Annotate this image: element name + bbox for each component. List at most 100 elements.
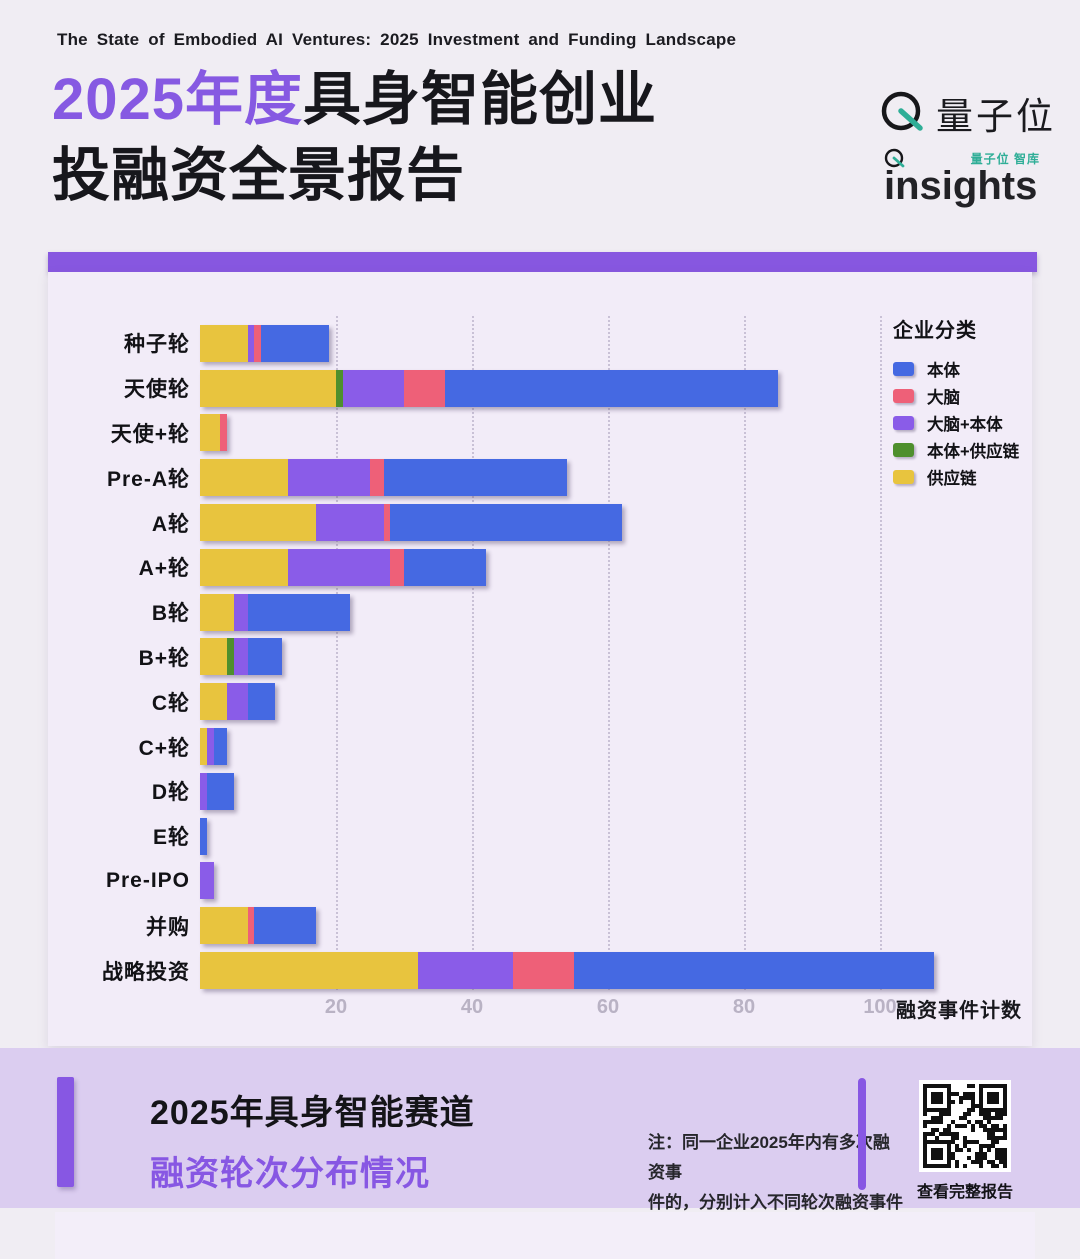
category-label: B轮 — [151, 602, 190, 626]
category-label: Pre-IPO — [105, 868, 190, 892]
bar-segment — [336, 369, 343, 407]
bar-segment — [342, 369, 404, 407]
bar-track — [200, 728, 228, 766]
subtitle-en: The State of Embodied AI Ventures: 2025 … — [57, 30, 737, 49]
category-label: 并购 — [146, 915, 190, 939]
bar-segment — [390, 548, 404, 586]
bar-segment — [444, 369, 778, 407]
legend-chip — [893, 361, 914, 376]
bar-segment — [200, 907, 248, 945]
gridline — [744, 316, 746, 990]
bar-track — [200, 504, 622, 542]
chart-row: 天使轮 — [48, 366, 1032, 411]
legend-title: 企业分类 — [893, 320, 977, 342]
bar-segment — [288, 459, 370, 497]
category-label: Pre-A轮 — [106, 467, 190, 491]
bar-segment — [227, 683, 248, 721]
bar-segment — [200, 414, 221, 452]
chart-row: D轮 — [48, 769, 1032, 814]
divider-bar — [48, 252, 1037, 272]
bar-segment — [369, 459, 384, 497]
bar-track — [200, 324, 330, 362]
gridline — [472, 316, 474, 990]
chart-row: 天使+轮 — [48, 411, 1032, 456]
bar-segment — [315, 504, 384, 542]
legend: 企业分类 本体 大脑 大脑+本体 本体+供应链 供应链 — [893, 314, 1043, 490]
bar-track — [200, 593, 350, 631]
chart-row: A+轮 — [48, 545, 1032, 590]
insights-wordmark: insights — [884, 164, 1038, 208]
bar-segment — [206, 772, 234, 810]
x-axis-title: 融资事件计数 — [896, 1000, 1022, 1022]
bar-track — [200, 862, 214, 900]
insights-logo: 量子位 智库 insights — [884, 148, 1040, 209]
footer-subtitle: 融资轮次分布情况 — [150, 1155, 430, 1193]
bar-track — [200, 952, 935, 990]
bar-segment — [200, 772, 207, 810]
bar-segment — [512, 952, 574, 990]
category-label: A+轮 — [138, 557, 190, 581]
chart-panel: 种子轮 天使轮 天使+轮 Pre-A轮 A轮 A+轮 B轮 B+轮 C轮 C+轮 D轮 E轮 Pre-I… — [48, 272, 1032, 1046]
bar-segment — [200, 638, 228, 676]
q-icon — [881, 91, 923, 131]
page-title: 2025年度具身智能创业 投融资全景报告 — [52, 62, 657, 214]
bar-track — [200, 638, 282, 676]
category-label: A轮 — [151, 512, 190, 536]
bar-segment — [247, 683, 275, 721]
chart-row: 并购 — [48, 903, 1032, 948]
footer-title: 2025年具身智能赛道 — [150, 1094, 475, 1132]
title-rest: 具身智能创业 — [303, 67, 658, 132]
x-tick-label: 100 — [863, 996, 897, 1018]
bar-segment — [254, 324, 262, 362]
bar-segment — [220, 414, 228, 452]
footer-strip — [0, 1048, 1080, 1208]
bar-track — [200, 683, 275, 721]
bar-segment — [247, 593, 350, 631]
chart-row: 战略投资 — [48, 948, 1032, 993]
chart-row: C轮 — [48, 679, 1032, 724]
bar-segment — [200, 593, 234, 631]
bar-segment — [200, 817, 207, 855]
chart-row: Pre-A轮 — [48, 455, 1032, 500]
category-label: C+轮 — [138, 736, 190, 760]
title-highlight: 2025年度 — [52, 67, 304, 132]
category-label: D轮 — [151, 781, 190, 805]
gridline — [336, 316, 338, 990]
legend-item: 本体+供应链 — [893, 436, 1043, 463]
bar-segment — [390, 504, 622, 542]
legend-chip — [893, 442, 914, 457]
legend-items: 本体 大脑 大脑+本体 本体+供应链 供应链 — [893, 355, 1043, 490]
footer-accent-bar — [57, 1077, 74, 1187]
legend-item: 大脑 — [893, 382, 1043, 409]
bar-segment — [247, 907, 255, 945]
bar-segment — [417, 952, 513, 990]
bar-segment — [234, 593, 248, 631]
bar-segment — [227, 638, 234, 676]
legend-chip — [893, 388, 914, 403]
chart-row: B+轮 — [48, 635, 1032, 680]
category-label: B+轮 — [138, 646, 190, 670]
legend-label: 供应链 — [927, 469, 977, 488]
chart-rows: 种子轮 天使轮 天使+轮 Pre-A轮 A轮 A+轮 B轮 B+轮 C轮 C+轮 D轮 E轮 Pre-I… — [48, 321, 1032, 993]
bar-track — [200, 817, 207, 855]
category-label: 天使+轮 — [110, 422, 190, 446]
bar-segment — [288, 548, 391, 586]
bar-segment — [200, 548, 289, 586]
legend-item: 本体 — [893, 355, 1043, 382]
bar-segment — [200, 952, 418, 990]
legend-label: 大脑 — [927, 388, 960, 407]
bar-segment — [200, 728, 207, 766]
bar-segment — [200, 459, 289, 497]
bar-segment — [383, 459, 568, 497]
chart-row: B轮 — [48, 590, 1032, 635]
legend-label: 本体 — [927, 361, 960, 380]
legend-item: 供应链 — [893, 463, 1043, 490]
bar-segment — [213, 728, 228, 766]
bar-segment — [403, 369, 445, 407]
bar-track — [200, 548, 486, 586]
category-label: C轮 — [151, 691, 190, 715]
chart-row: 种子轮 — [48, 321, 1032, 366]
qr-pattern-icon — [923, 1084, 1007, 1168]
bar-segment — [403, 548, 486, 586]
